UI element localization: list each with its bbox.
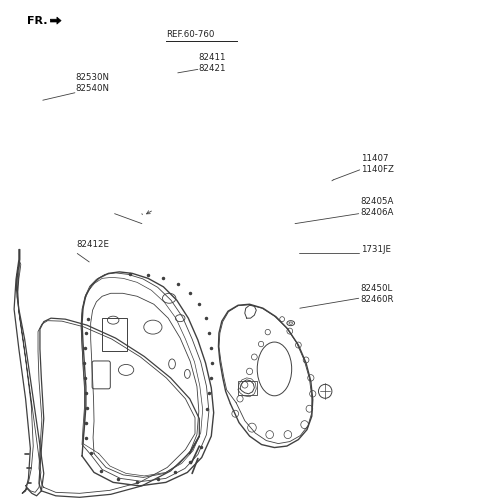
Text: 82405A
82406A: 82405A 82406A: [360, 197, 394, 217]
Text: 82450L
82460R: 82450L 82460R: [360, 284, 394, 304]
Text: 1731JE: 1731JE: [360, 245, 391, 254]
Bar: [238, 381, 257, 395]
Text: 11407
1140FZ: 11407 1140FZ: [360, 154, 394, 174]
Text: 82411
82421: 82411 82421: [198, 53, 226, 73]
Text: FR.: FR.: [27, 15, 48, 25]
Text: 82412E: 82412E: [76, 240, 109, 249]
Text: REF.60-760: REF.60-760: [166, 30, 214, 39]
Text: 82530N
82540N: 82530N 82540N: [75, 73, 109, 93]
Bar: [102, 318, 127, 350]
